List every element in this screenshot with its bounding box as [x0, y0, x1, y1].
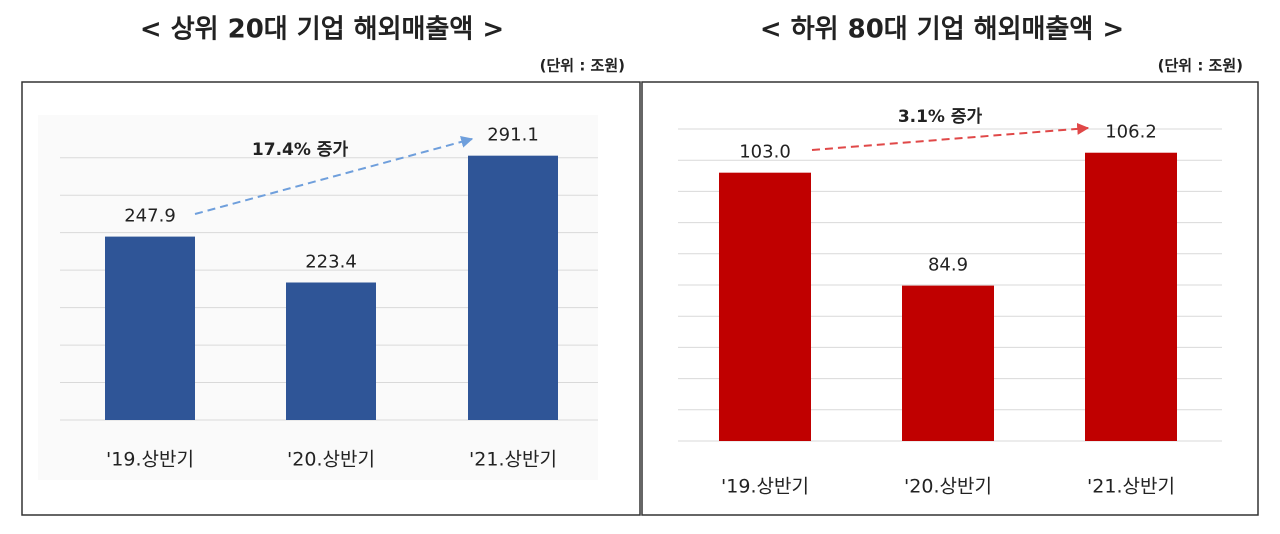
- value-label: 84.9: [928, 255, 968, 276]
- bar: [468, 155, 558, 420]
- chart-title: < 하위 80대 기업 해외매출액 >: [760, 15, 1124, 45]
- unit-label: (단위 : 조원): [1158, 57, 1243, 75]
- trend-arrow: [194, 136, 474, 215]
- chart-title: < 상위 20대 기업 해외매출액 >: [140, 15, 504, 45]
- x-tick-label: '21.상반기: [1087, 476, 1175, 498]
- trend-arrow: [811, 122, 1090, 151]
- x-tick-label: '21.상반기: [469, 449, 557, 471]
- bar: [719, 172, 811, 441]
- value-label: 223.4: [305, 251, 357, 272]
- bar: [105, 236, 195, 420]
- value-label: 247.9: [124, 206, 176, 227]
- x-tick-label: '19.상반기: [721, 476, 809, 498]
- bar: [1085, 152, 1177, 441]
- bar: [902, 285, 994, 441]
- annotation: 3.1% 증가: [898, 107, 983, 127]
- unit-label: (단위 : 조원): [540, 57, 625, 75]
- value-label: 291.1: [487, 125, 539, 146]
- value-label: 106.2: [1105, 122, 1157, 143]
- value-label: 103.0: [739, 142, 791, 163]
- bar: [286, 282, 376, 420]
- x-tick-label: '20.상반기: [287, 449, 375, 471]
- annotation: 17.4% 증가: [252, 140, 349, 160]
- x-tick-label: '19.상반기: [106, 449, 194, 471]
- x-tick-label: '20.상반기: [904, 476, 992, 498]
